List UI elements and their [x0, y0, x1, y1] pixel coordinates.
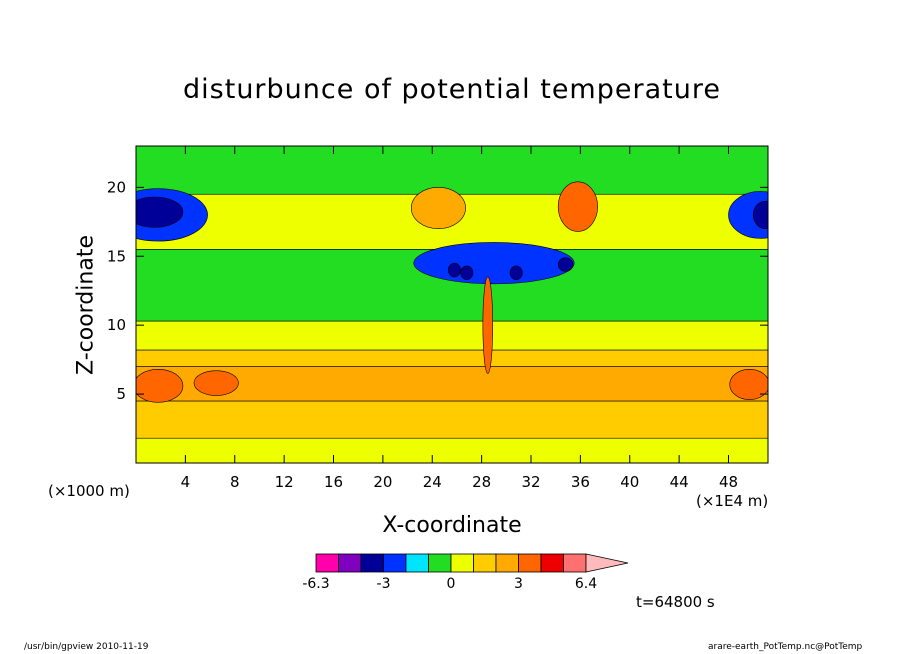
- contour-feature: [413, 242, 575, 285]
- colorbar-box: [338, 553, 362, 573]
- colorbar-label: 0: [447, 576, 456, 592]
- y-axis-label: Z-coordinate: [73, 235, 99, 375]
- colorbar-label: -3: [377, 576, 391, 592]
- x-tick-label: 20: [373, 473, 392, 491]
- colorbar-label: 3: [514, 576, 523, 592]
- contour-feature: [482, 276, 494, 374]
- contour-feature: [509, 265, 523, 280]
- contour-feature: [460, 265, 474, 280]
- x-axis-label: X-coordinate: [382, 513, 522, 538]
- footer-left: /usr/bin/gpview 2010-11-19: [24, 642, 149, 652]
- y-tick-label: 10: [107, 316, 126, 334]
- x-tick-label: 48: [719, 473, 738, 491]
- contour-feature: [557, 257, 574, 272]
- colorbar-box: [383, 553, 407, 573]
- colorbar: -6.3 -3 0 3 6.4: [302, 553, 629, 592]
- time-label: t=64800 s: [636, 593, 715, 611]
- plot-area: [136, 146, 768, 463]
- plot-frame: [135, 145, 769, 464]
- colorbar-box: [450, 553, 474, 573]
- colorbar-box: [315, 553, 339, 573]
- contour-feature: [752, 200, 768, 229]
- y-tick-label: 20: [107, 178, 126, 196]
- y-axis-unit: (×1000 m): [48, 482, 130, 500]
- contour-feature: [557, 181, 598, 232]
- contour-feature: [447, 262, 461, 278]
- footer-right: arare-earth_PotTemp.nc@PotTemp: [708, 642, 863, 652]
- contour-feature: [729, 368, 768, 400]
- x-tick-label: 12: [275, 473, 294, 491]
- x-tick-label: 40: [620, 473, 639, 491]
- contour-band: [136, 146, 768, 195]
- x-tick-label: 4: [181, 473, 191, 491]
- colorbar-box: [495, 553, 519, 573]
- contour-feature: [410, 187, 466, 229]
- colorbar-box: [518, 553, 542, 573]
- x-axis-unit: (×1E4 m): [696, 492, 769, 510]
- contour-band: [136, 400, 768, 439]
- colorbar-arrow: [585, 553, 629, 573]
- x-tick-label: 24: [423, 473, 442, 491]
- colorbar-box: [360, 553, 384, 573]
- contour-band: [136, 349, 768, 367]
- y-axis: 5 10 15 20: [107, 178, 768, 403]
- contour-band: [136, 437, 768, 463]
- contour-band: [136, 320, 768, 351]
- colorbar-box: [405, 553, 429, 573]
- colorbar-box: [563, 553, 587, 573]
- y-tick-label: 15: [107, 247, 126, 265]
- colorbar-box: [428, 553, 452, 573]
- x-tick-label: 8: [230, 473, 240, 491]
- x-axis: 4 8 12 16 20 24 28 32 36 40 44 48: [181, 146, 738, 491]
- colorbar-box: [540, 553, 564, 573]
- contour-feature: [193, 370, 239, 396]
- x-tick-label: 44: [670, 473, 689, 491]
- colorbar-label: -6.3: [302, 576, 329, 592]
- y-tick-label: 5: [116, 385, 126, 403]
- chart-title: disturbunce of potential temperature: [183, 74, 721, 105]
- contour-feature: [136, 196, 184, 228]
- x-tick-label: 16: [324, 473, 343, 491]
- contour-feature: [728, 191, 768, 239]
- contour-feature: [136, 368, 184, 403]
- x-tick-label: 28: [472, 473, 491, 491]
- x-tick-label: 32: [521, 473, 540, 491]
- colorbar-box: [473, 553, 497, 573]
- colorbar-label: 6.4: [575, 576, 597, 592]
- x-tick-label: 36: [571, 473, 590, 491]
